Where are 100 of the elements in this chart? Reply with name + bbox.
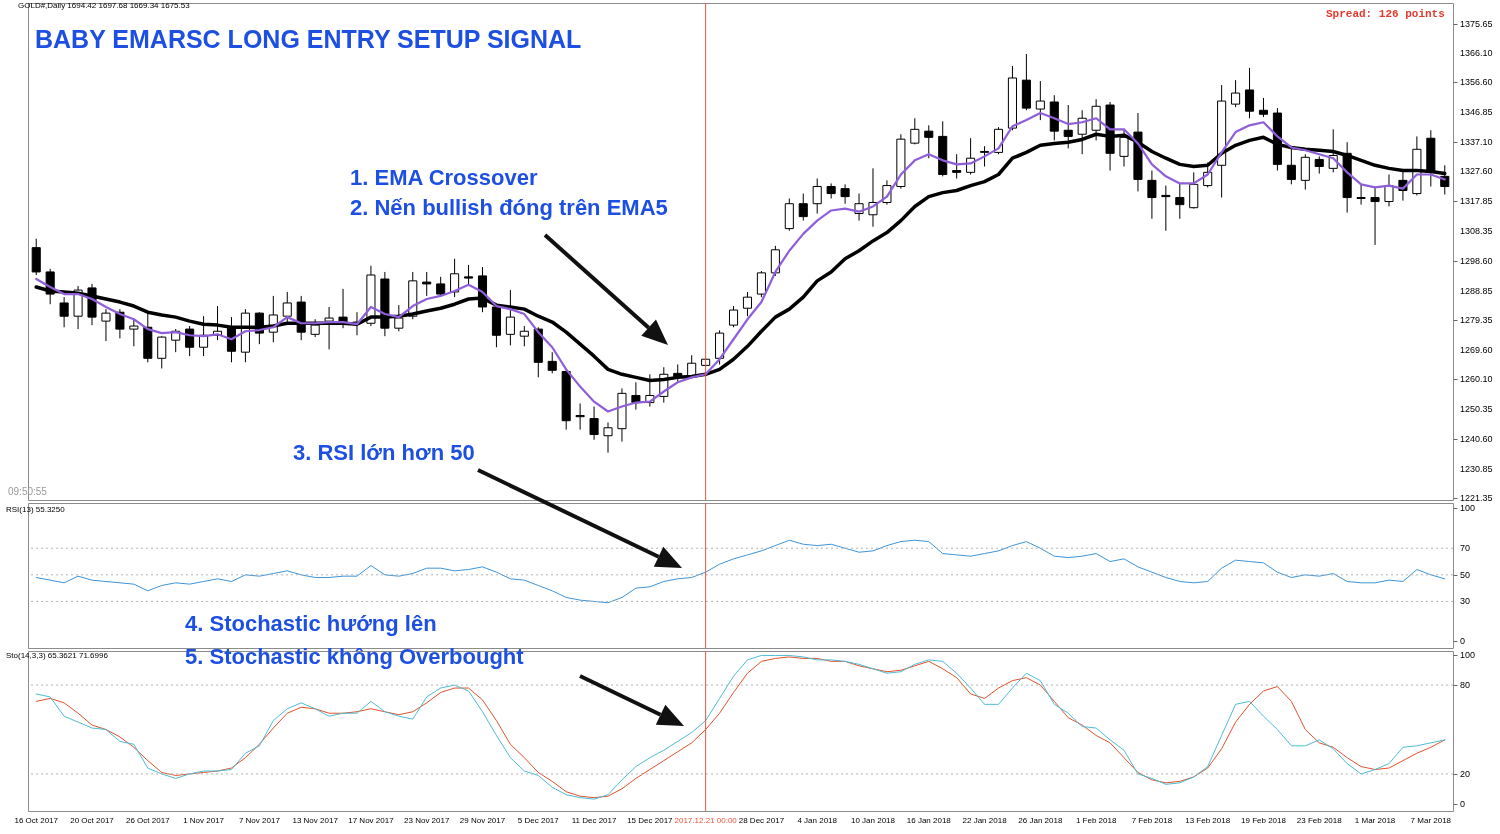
candlestick (1035, 80, 1045, 121)
candlestick (1258, 97, 1269, 118)
candlestick (575, 402, 585, 431)
y-tick-label: 1240.60 (1460, 433, 1493, 444)
x-tick-label: 13 Feb 2018 (1185, 815, 1231, 825)
y-tick-label: 1337.10 (1460, 137, 1493, 148)
candlestick (826, 182, 836, 199)
candlestick (157, 335, 167, 369)
x-tick-label: 23 Feb 2018 (1296, 815, 1343, 825)
y-tick-label: 0 (1460, 798, 1466, 809)
candlestick (924, 124, 934, 159)
candlestick (1244, 67, 1255, 119)
y-tick-label: 1288.85 (1460, 285, 1493, 296)
x-tick-label: 20 Oct 2017 (70, 815, 115, 825)
y-tick-label: 1375.65 (1460, 18, 1493, 29)
x-tick-label: 13 Nov 2017 (292, 815, 339, 825)
candlestick (519, 325, 529, 347)
chart-title: RSI(13) 55.3250 (6, 505, 65, 515)
candlestick (742, 291, 753, 317)
candlestick (324, 306, 334, 350)
candlestick (450, 258, 460, 298)
x-tick-label: 11 Dec 2017 (571, 815, 617, 825)
candlestick (1286, 147, 1296, 185)
y-tick-label: 50 (1460, 569, 1471, 580)
x-tick-label: 28 Dec 2017 (738, 815, 785, 825)
x-tick-label: 2017.12.21 00:00 (674, 815, 738, 825)
x-tick-label: 26 Jan 2018 (1018, 815, 1063, 825)
x-tick-label: 7 Mar 2018 (1410, 815, 1452, 825)
annotation: GOLD#,Daily 1694.42 1697.68 1669.34 1675.53 (18, 1, 190, 11)
candlestick (840, 183, 850, 205)
candlestick (770, 245, 780, 277)
annotation: 1. EMA Crossover (350, 165, 538, 191)
y-tick-label: 20 (1460, 768, 1471, 779)
candlestick (1300, 153, 1310, 191)
y-tick-label: 1308.35 (1460, 225, 1493, 236)
candlestick (728, 305, 739, 328)
candlestick (1231, 79, 1241, 108)
x-tick-label: 16 Oct 2017 (14, 815, 59, 825)
text: BABY EMARSC LONG ENTRY SETUP SIGNAL (35, 25, 582, 54)
y-tick-label: 1279.35 (1460, 314, 1493, 325)
annotation: 4. Stochastic hướng lên (185, 611, 437, 637)
x-tick-label: 26 Oct 2017 (126, 815, 171, 825)
candlestick (589, 406, 599, 441)
annotation: 2. Nến bullish đóng trên EMA5 (350, 195, 668, 221)
candlestick (394, 304, 404, 332)
x-tick-label: 15 Dec 2017 (627, 815, 674, 825)
candlestick (798, 193, 808, 222)
y-tick-label: 1260.10 (1460, 373, 1493, 384)
candlestick (129, 318, 139, 347)
annotation: 3. RSI lớn hơn 50 (293, 440, 475, 466)
candlestick (980, 145, 990, 168)
y-tick-label: 80 (1460, 680, 1471, 691)
x-tick-label: 7 Nov 2017 (238, 815, 281, 825)
y-tick-label: 1250.35 (1460, 403, 1493, 414)
candlestick (910, 117, 920, 145)
x-tick-label: 29 Nov 2017 (459, 815, 506, 825)
x-tick-label: 1 Feb 2018 (1075, 815, 1117, 825)
annotation: Spread: 126 points (1326, 8, 1445, 21)
x-tick-label: 7 Feb 2018 (1131, 815, 1173, 825)
y-tick-label: 1317.85 (1460, 196, 1493, 207)
y-tick-label: 1346.85 (1460, 107, 1493, 118)
candlestick (603, 422, 613, 454)
y-tick-label: 1298.60 (1460, 255, 1493, 266)
y-tick-label: 30 (1460, 596, 1471, 607)
y-tick-label: 100 (1460, 503, 1476, 514)
x-tick-label: 16 Jan 2018 (906, 815, 952, 825)
y-tick-label: 1327.60 (1460, 166, 1493, 177)
chart-title: Sto(14,3,3) 65.3621 71.6996 (6, 651, 108, 661)
x-tick-label: 1 Nov 2017 (183, 815, 225, 825)
candlestick (1384, 174, 1394, 207)
candlestick (756, 270, 766, 298)
x-tick-label: 19 Feb 2018 (1241, 815, 1287, 825)
y-tick-label: 1366.10 (1460, 48, 1493, 59)
y-tick-label: 70 (1460, 543, 1471, 554)
y-tick-label: 100 (1460, 650, 1476, 661)
y-tick-label: 0 (1460, 636, 1466, 647)
candlestick (422, 271, 432, 297)
candlestick (59, 296, 69, 328)
candlestick (812, 178, 822, 215)
line-series (35, 539, 1446, 604)
x-tick-label: 22 Jan 2018 (962, 815, 1008, 825)
y-tick-label: 1269.60 (1460, 344, 1493, 355)
x-tick-label: 5 Dec 2017 (517, 815, 560, 825)
candlestick (1161, 185, 1171, 232)
candlestick (1189, 171, 1199, 210)
candlestick (505, 289, 515, 346)
y-tick-label: 1356.60 (1460, 77, 1493, 88)
candlestick (1175, 182, 1185, 220)
candlestick (1147, 170, 1157, 220)
x-tick-label: 1 Mar 2018 (1354, 815, 1396, 825)
candlestick (101, 308, 111, 342)
candlestick (547, 351, 557, 374)
candlestick (282, 291, 292, 325)
x-tick-label: 23 Nov 2017 (404, 815, 450, 825)
x-tick-label: 4 Jan 2018 (797, 815, 838, 825)
candlestick (1370, 185, 1380, 246)
candlestick (952, 153, 962, 179)
y-tick-label: 1230.85 (1460, 463, 1493, 474)
x-tick-label: 10 Jan 2018 (850, 815, 896, 825)
candlestick (1356, 183, 1366, 206)
